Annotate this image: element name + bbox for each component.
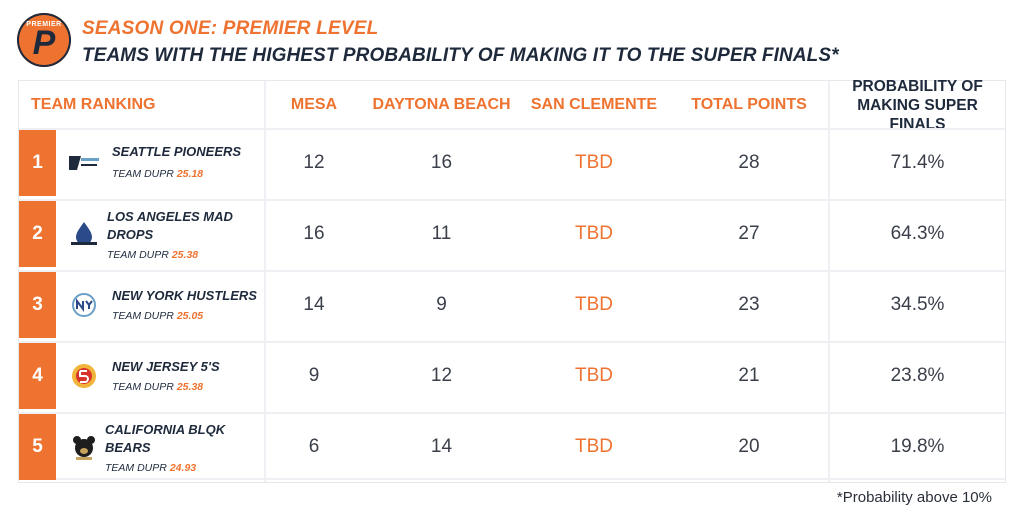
team-name-line2: DROPS: [107, 227, 154, 242]
seattle-pioneers-logo: [67, 148, 101, 178]
team-dupr: TEAM DUPR 25.38: [107, 249, 198, 261]
team-name-line2: BEARS: [105, 440, 151, 455]
total-points: 27: [738, 223, 760, 244]
nj-fives-logo: [67, 361, 101, 391]
rank-badge: 2: [19, 201, 56, 267]
daytona-points: 16: [430, 152, 453, 173]
mesa-points: 14: [303, 294, 325, 315]
daytona-points: 9: [436, 294, 447, 315]
san-clemente-points: TBD: [575, 365, 613, 386]
mesa-points: 6: [308, 436, 320, 457]
team-dupr: TEAM DUPR 25.18: [112, 168, 203, 180]
team-dupr: TEAM DUPR 25.38: [112, 381, 203, 393]
team-name: CALIFORNIA BLQK BEARS: [105, 421, 225, 457]
header-daytona-beach: DAYTONA BEACH: [372, 96, 511, 113]
mesa-points: 9: [308, 365, 320, 386]
table-row: 5 CALIFORNIA BLQK BEARS TEAM DUPR 24.93 6…: [19, 412, 1005, 480]
logo-letter: P: [32, 23, 56, 62]
table-header: TEAM RANKING MESA DAYTONA BEACH SAN CLEM…: [19, 78, 1005, 133]
team-dupr: TEAM DUPR 25.05: [112, 310, 203, 322]
total-points: 20: [738, 436, 760, 457]
la-mad-drops-logo: [67, 219, 101, 249]
team-dupr: TEAM DUPR 24.93: [105, 462, 196, 474]
column-divider: [264, 81, 266, 482]
header-mesa: MESA: [290, 96, 338, 113]
header-probability-line1: PROBABILITY OF: [852, 77, 983, 95]
probability-value: 34.5%: [890, 294, 945, 315]
header-total-points: TOTAL POINTS: [691, 96, 807, 113]
team-name: NEW YORK HUSTLERS: [112, 288, 257, 303]
premier-logo: PREMIER P: [17, 13, 71, 67]
dupr-value: 25.38: [171, 249, 199, 261]
probability-value: 23.8%: [890, 365, 945, 386]
footnote: *Probability above 10%: [836, 489, 992, 506]
ca-blqk-bears-logo: [67, 432, 101, 462]
san-clemente-points: TBD: [575, 223, 613, 244]
rank-badge: 5: [19, 414, 56, 480]
header-probability: PROBABILITY OF MAKING SUPER FINALS: [830, 78, 1005, 133]
team-name: SEATTLE PIONEERS: [112, 144, 242, 159]
dupr-value: 25.38: [176, 381, 204, 393]
header-san-clemente: SAN CLEMENTE: [530, 96, 658, 113]
probability-value: 71.4%: [890, 152, 945, 173]
daytona-points: 14: [430, 436, 453, 457]
dupr-value: 25.18: [176, 168, 204, 180]
standings-table: TEAM RANKING MESA DAYTONA BEACH SAN CLEM…: [18, 78, 1006, 483]
dupr-value: 24.93: [169, 462, 197, 474]
column-divider: [828, 81, 830, 482]
san-clemente-points: TBD: [575, 152, 613, 173]
total-points: 21: [738, 365, 760, 386]
team-name: LOS ANGELES MAD DROPS: [107, 208, 233, 244]
probability-value: 64.3%: [890, 223, 945, 244]
table-row: 2 LOS ANGELES MAD DROPS TEAM DUPR 25.38 1…: [19, 199, 1005, 267]
table-row: 1 SEATTLE PIONEERS TEAM DUPR 25.18 12 16 …: [19, 128, 1005, 196]
dupr-label: TEAM DUPR: [112, 381, 174, 393]
probability-value: 19.8%: [890, 436, 945, 457]
team-name-line1: CALIFORNIA BLQK: [105, 422, 226, 437]
dupr-label: TEAM DUPR: [107, 249, 169, 261]
page-title: SEASON ONE: PREMIER LEVEL: [82, 18, 379, 39]
ny-hustlers-logo: [67, 290, 101, 320]
daytona-points: 11: [431, 223, 452, 244]
logo-brand-text: PREMIER: [26, 20, 62, 28]
rank-badge: 1: [19, 130, 56, 196]
page-subtitle: TEAMS WITH THE HIGHEST PROBABILITY OF MA…: [82, 45, 839, 66]
san-clemente-points: TBD: [575, 436, 613, 457]
table-row: 3 NEW YORK HUSTLERS TEAM DUPR 25.05 14 9 …: [19, 270, 1005, 338]
rank-badge: 4: [19, 343, 56, 409]
dupr-label: TEAM DUPR: [112, 168, 174, 180]
san-clemente-points: TBD: [575, 294, 613, 315]
table-row: 4 NEW JERSEY 5'S TEAM DUPR 25.38 9 12 TBD…: [19, 341, 1005, 409]
mesa-points: 16: [303, 223, 325, 244]
header-team-ranking: TEAM RANKING: [31, 96, 156, 113]
dupr-label: TEAM DUPR: [105, 462, 167, 474]
rank-badge: 3: [19, 272, 56, 338]
mesa-points: 12: [303, 152, 325, 173]
dupr-label: TEAM DUPR: [112, 310, 174, 322]
team-name-line1: LOS ANGELES MAD: [107, 209, 233, 224]
team-name: NEW JERSEY 5'S: [112, 359, 220, 374]
total-points: 28: [738, 152, 760, 173]
daytona-points: 12: [430, 365, 453, 386]
total-points: 23: [738, 294, 760, 315]
dupr-value: 25.05: [176, 310, 204, 322]
